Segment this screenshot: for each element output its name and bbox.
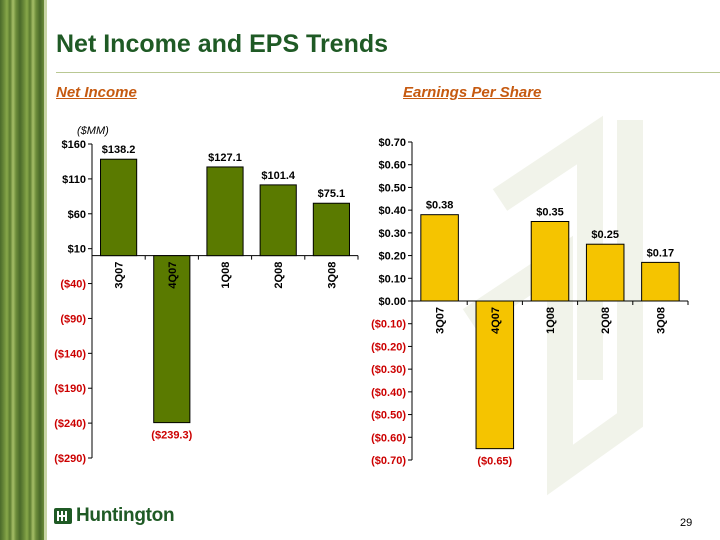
page-number: 29 [680,517,693,529]
logo-wordmark: Huntington [76,505,175,526]
eps-y-tick-label: $0.00 [378,296,406,308]
net-income-chart: $160 $110 $60 $10 ($40) ($90) ($140) ($190) ($24… [54,139,359,465]
net-income-value-label: $127.1 [208,152,242,164]
eps-y-tick-label: ($0.10) [371,319,406,331]
net-income-y-tick-label: $110 [62,174,86,186]
net-income-y-tick-label: $10 [68,244,86,256]
net-income-y-tick-label: ($190) [54,383,86,395]
net-income-bar [259,184,297,257]
decorative-side-band [0,0,44,540]
eps-bar [530,221,570,302]
eps-bar [420,214,459,302]
eps-y-tick-label: ($0.50) [371,410,406,422]
eps-category-label: 4Q07 [490,307,502,334]
net-income-category-label: 4Q07 [167,262,179,289]
net-income-value-label: $101.4 [261,170,296,182]
eps-y-tick-label: ($0.60) [371,432,406,444]
eps-category-label: 3Q07 [435,307,447,334]
eps-category-label: 1Q08 [545,307,557,334]
net-income-bar [100,158,138,257]
eps-value-label: $0.25 [591,229,619,241]
eps-y-tick-label: ($0.70) [371,455,406,467]
net-income-y-tick-label: $60 [68,209,86,221]
net-income-category-label: 1Q08 [220,262,232,289]
eps-value-label: $0.35 [536,207,564,219]
net-income-bar [312,202,350,257]
net-income-value-label: ($239.3) [151,430,192,442]
eps-value-label: $0.17 [647,247,675,259]
net-income-value-label: $75.1 [318,188,346,200]
eps-bar [475,300,515,450]
eps-bar [585,243,625,302]
eps-subtitle: Earnings Per Share [403,84,542,101]
eps-y-tick-label: $0.20 [378,251,406,263]
eps-y-tick-label: $0.40 [378,205,406,217]
side-band-edge [44,0,47,540]
net-income-bar [206,166,244,257]
eps-bar [641,261,680,302]
eps-y-tick-label: $0.30 [378,228,406,240]
eps-value-label: ($0.65) [477,456,512,468]
net-income-category-label: 3Q07 [114,262,126,289]
eps-y-tick-label: ($0.30) [371,364,406,376]
eps-value-label: $0.38 [426,200,454,212]
eps-y-tick-label: $0.10 [378,273,406,285]
net-income-y-tick-label: $160 [62,139,86,151]
eps-y-tick-label: ($0.20) [371,341,406,353]
net-income-y-tick-label: ($140) [54,348,86,360]
net-income-y-tick-label: ($290) [54,453,86,465]
eps-y-tick-label: $0.70 [378,137,406,149]
net-income-category-label: 2Q08 [273,262,285,289]
eps-chart: $0.70 $0.60 $0.50 $0.40 $0.30 $0.20 $0.10 $0.00… [371,137,689,468]
eps-category-label: 3Q08 [655,307,667,334]
net-income-bar [153,255,191,424]
eps-y-tick-label: $0.50 [378,182,406,194]
huntington-logo: Huntington [54,505,175,527]
eps-category-label: 2Q08 [600,307,612,334]
net-income-y-tick-label: ($40) [60,279,86,291]
net-income-subtitle: Net Income [56,84,137,101]
net-income-y-tick-label: ($240) [54,418,86,430]
eps-y-tick-label: ($0.40) [371,387,406,399]
huntington-logo-icon [54,508,72,524]
title-divider [56,72,720,73]
net-income-unit-label: ($MM) [77,125,109,137]
net-income-y-tick-label: ($90) [60,313,86,325]
eps-y-tick-label: $0.60 [378,160,406,172]
net-income-category-label: 3Q08 [326,262,338,289]
net-income-value-label: $138.2 [102,144,136,156]
page-title: Net Income and EPS Trends [56,30,389,58]
